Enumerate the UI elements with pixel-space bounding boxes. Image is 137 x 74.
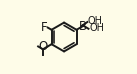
- Text: B: B: [79, 20, 87, 33]
- Text: F: F: [41, 21, 47, 34]
- Text: O: O: [38, 40, 48, 53]
- Text: OH: OH: [87, 16, 102, 26]
- Text: OH: OH: [89, 23, 104, 33]
